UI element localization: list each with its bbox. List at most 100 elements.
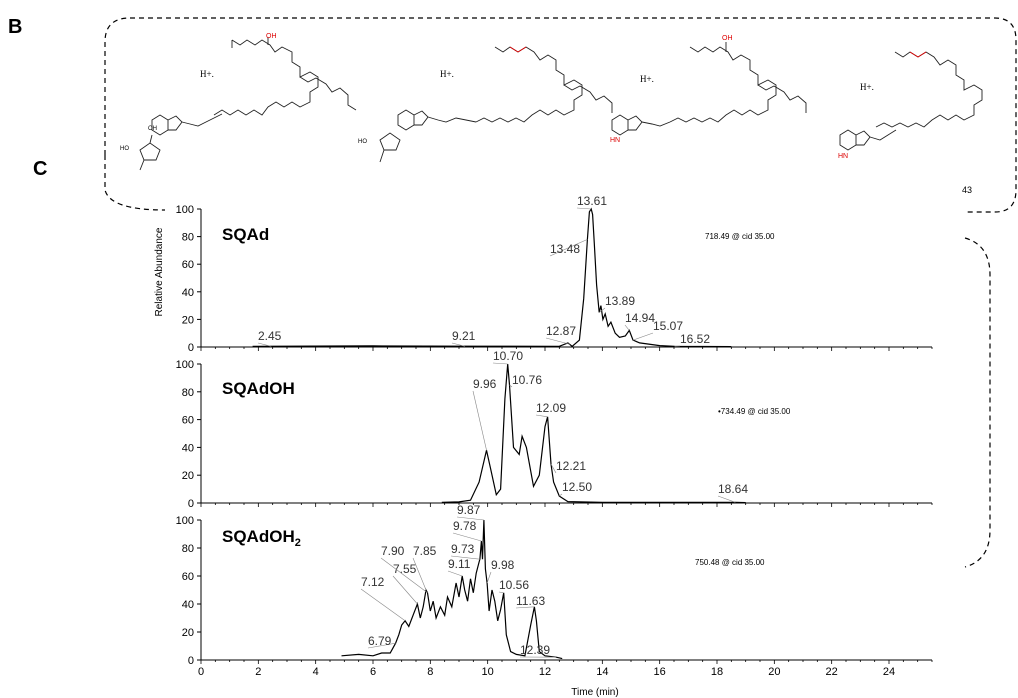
atom-ho-1: HO: [120, 146, 129, 152]
x-tick-label: 12: [539, 666, 551, 678]
peak-leader: [515, 606, 535, 609]
hplus-3: H+.: [640, 74, 654, 84]
ion-label-sqad: 718.49 @ cid 35.00: [705, 232, 775, 241]
atom-hn-4: HN: [838, 153, 848, 160]
peak-label: 9.78: [453, 519, 477, 533]
peak-label: 9.98: [491, 558, 515, 572]
peak-leader: [367, 642, 396, 649]
y-tick-label: 100: [176, 359, 194, 371]
chart-title-sqad: SQAd: [222, 225, 269, 244]
y-tick-label: 80: [182, 232, 194, 244]
structure-2: [379, 46, 613, 163]
peak-leader: [450, 555, 480, 560]
peak-label: 9.96: [473, 377, 497, 391]
peak-leader: [412, 557, 427, 591]
peak-leader: [559, 493, 563, 497]
x-axis-label: Time (min): [571, 687, 618, 698]
x-tick-label: 16: [654, 666, 666, 678]
peak-leader: [632, 332, 654, 341]
atom-hn-3: HN: [610, 137, 620, 144]
structure-1: [139, 37, 357, 171]
y-tick-label: 20: [182, 314, 194, 326]
peak-label: 10.76: [512, 373, 542, 387]
atom-oh-3: OH: [722, 35, 733, 42]
y-tick-label: 60: [182, 415, 194, 427]
peak-leader: [717, 495, 736, 503]
hplus-2: H+.: [440, 69, 454, 79]
peak-leader: [447, 570, 463, 577]
peak-leader: [472, 390, 487, 451]
peak-leader: [456, 516, 484, 521]
hplus-1: H+.: [200, 69, 214, 79]
partial-label: 43: [962, 185, 972, 195]
chart-title-sqadoh: SQAdOH: [222, 379, 295, 398]
x-tick-label: 0: [198, 666, 204, 678]
y-tick-label: 40: [182, 599, 194, 611]
x-tick-label: 10: [482, 666, 494, 678]
chart-panel-0: 0 20 40 60 80 100 2.45 9.21 12.87 13.48 13.61 13.89…: [176, 194, 933, 354]
y-tick-label: 80: [182, 387, 194, 399]
peak-label: 13.48: [550, 242, 580, 256]
peak-leader: [257, 342, 272, 347]
x-tick-label: 8: [427, 666, 433, 678]
peak-leader: [451, 342, 466, 347]
peak-leader: [576, 207, 592, 210]
peak-label: 9.11: [448, 557, 471, 571]
x-tick-label: 4: [313, 666, 319, 678]
chromatogram-trace: [441, 363, 746, 504]
peak-leader: [486, 571, 492, 584]
y-tick-label: 100: [176, 515, 194, 527]
peak-label: 10.70: [493, 349, 523, 363]
y-tick-label: 0: [188, 342, 194, 354]
peak-label: 11.63: [516, 594, 545, 608]
x-tick-label: 14: [596, 666, 608, 678]
peak-leader: [509, 384, 513, 388]
y-tick-label: 100: [176, 204, 194, 216]
y-tick-label: 20: [182, 627, 194, 639]
peak-label: 18.64: [718, 482, 748, 496]
ion-label-sqadoh2: 750.48 @ cid 35.00: [695, 558, 765, 567]
peak-label: 16.52: [680, 332, 710, 346]
peak-label: 2.45: [258, 329, 282, 343]
peak-label: 7.90: [381, 544, 405, 558]
y-tick-label: 40: [182, 287, 194, 299]
peak-label: 12.39: [520, 643, 550, 657]
atom-oh-1: OH: [266, 33, 277, 40]
peak-label: 13.89: [605, 294, 635, 308]
hplus-4: H+.: [860, 82, 874, 92]
peak-label: 12.87: [546, 324, 576, 338]
x-tick-label: 18: [711, 666, 723, 678]
y-tick-label: 80: [182, 543, 194, 555]
y-tick-label: 0: [188, 498, 194, 510]
y-axis-label: Relative Abundance: [154, 227, 165, 316]
peak-leader: [549, 239, 588, 257]
peak-label: 7.85: [413, 544, 437, 558]
peak-label: 14.94: [625, 311, 655, 325]
atom-oh-1b: OH: [148, 126, 157, 132]
y-tick-label: 60: [182, 259, 194, 271]
peak-leader: [498, 591, 504, 594]
x-tick-label: 24: [883, 666, 895, 678]
y-tick-label: 40: [182, 442, 194, 454]
peak-leader: [598, 307, 606, 313]
atom-ho-2: HO: [358, 139, 367, 145]
panel-letter-c: C: [33, 158, 47, 180]
peak-label: 13.61: [577, 194, 607, 208]
peak-label: 9.21: [452, 329, 476, 343]
peak-leader: [624, 324, 630, 331]
peak-leader: [492, 362, 508, 365]
peak-label: 9.87: [457, 503, 481, 517]
structure-3: [611, 42, 807, 136]
peak-leader: [392, 575, 418, 605]
y-tick-label: 60: [182, 571, 194, 583]
panel-letter-b: B: [8, 16, 22, 38]
chart-title-sqadoh2: SQAdOH2: [222, 527, 301, 549]
chromatogram-trace: [341, 519, 563, 660]
x-tick-label: 20: [768, 666, 780, 678]
peak-leader: [360, 588, 406, 622]
peak-label: 10.56: [499, 578, 529, 592]
peak-leader: [545, 337, 571, 345]
